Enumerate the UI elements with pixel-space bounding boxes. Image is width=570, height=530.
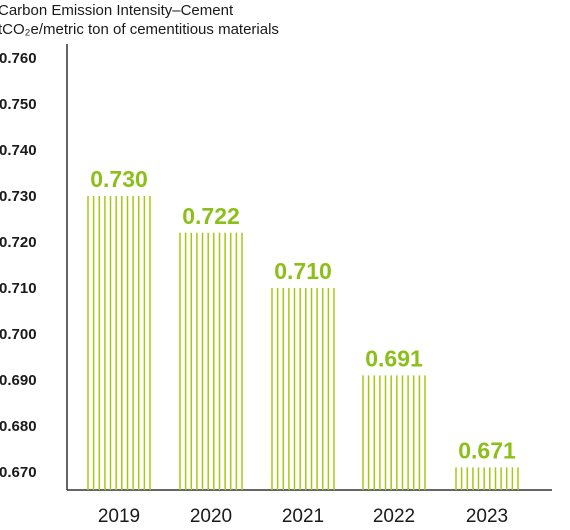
bar-2021 [271, 288, 335, 490]
value-label: 0.671 [458, 437, 516, 463]
x-tick-label: 2019 [98, 506, 140, 527]
x-tick-label: 2021 [282, 506, 324, 527]
value-label: 0.691 [365, 345, 423, 371]
y-tick-label: 0.690 [0, 372, 37, 389]
value-label: 0.730 [90, 166, 148, 192]
bar-2023 [455, 467, 519, 490]
y-tick-label: 0.700 [0, 326, 37, 343]
chart-title: Carbon Emission Intensity–Cement [0, 2, 234, 19]
value-label: 0.710 [274, 258, 332, 284]
y-tick-label: 0.740 [0, 142, 37, 159]
bar-2019 [87, 196, 151, 490]
y-tick-label: 0.750 [0, 96, 37, 113]
y-tick-label: 0.760 [0, 50, 37, 67]
x-tick-label: 2023 [466, 506, 508, 527]
bar-2022 [362, 375, 426, 490]
chart-subtitle: tCO₂e/metric ton of cementitious materia… [0, 21, 279, 38]
y-tick-label: 0.720 [0, 234, 37, 251]
value-label: 0.722 [182, 203, 240, 229]
x-tick-label: 2020 [190, 506, 232, 527]
y-tick-label: 0.710 [0, 280, 37, 297]
y-tick-label: 0.730 [0, 188, 37, 205]
bar-2020 [179, 232, 243, 490]
y-tick-label: 0.670 [0, 464, 37, 481]
x-tick-label: 2022 [373, 506, 415, 527]
y-tick-label: 0.680 [0, 418, 37, 435]
